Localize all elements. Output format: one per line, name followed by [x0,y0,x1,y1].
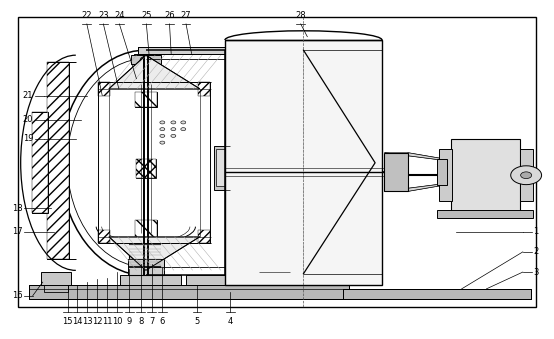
Bar [98,230,110,243]
Circle shape [160,121,165,124]
Text: 28: 28 [295,11,306,20]
Bar [129,244,161,267]
Bar [439,149,452,201]
Text: 21: 21 [23,91,33,100]
Circle shape [171,128,176,131]
Polygon shape [109,237,200,271]
Text: 1: 1 [534,227,538,236]
Text: 18: 18 [12,204,22,213]
Text: 22: 22 [81,11,92,20]
Bar [131,55,161,64]
Text: 20: 20 [23,115,33,124]
Polygon shape [109,55,200,89]
Bar [520,149,534,201]
Bar [135,220,157,238]
Bar [186,275,224,285]
Circle shape [140,57,151,63]
Bar [217,149,226,186]
Bar [343,289,531,299]
Text: 6: 6 [160,317,165,326]
Bar [32,112,48,213]
Bar [259,265,290,279]
Bar [224,40,382,285]
Bar [227,163,258,181]
Bar [18,17,536,307]
Bar [198,230,210,243]
Bar [135,92,157,107]
Bar [41,272,71,285]
Circle shape [181,121,186,124]
Text: 4: 4 [228,317,233,326]
Bar [136,159,156,178]
Text: 13: 13 [82,317,93,326]
Text: 23: 23 [98,11,109,20]
Text: 17: 17 [12,227,22,236]
Bar [128,259,164,275]
Text: 16: 16 [12,291,22,300]
Bar [29,285,348,299]
Text: 27: 27 [181,11,191,20]
Text: 26: 26 [164,11,175,20]
Text: 2: 2 [534,247,538,256]
Text: 11: 11 [102,317,112,326]
Bar [384,153,408,191]
Bar [437,159,447,185]
Circle shape [521,172,532,179]
Text: 24: 24 [114,11,125,20]
Bar [138,47,226,54]
Text: 19: 19 [23,134,33,143]
Bar [136,159,156,178]
Polygon shape [384,153,447,159]
Bar [198,82,210,96]
Circle shape [171,121,176,124]
Bar [214,146,227,190]
Bar [47,62,69,259]
Text: 7: 7 [149,317,155,326]
Polygon shape [384,185,447,191]
Bar [437,210,534,218]
Circle shape [511,166,542,185]
Bar [32,112,48,213]
Bar [98,82,110,96]
Text: 10: 10 [112,317,122,326]
Bar [135,220,157,238]
Circle shape [160,134,165,137]
Text: 3: 3 [534,267,538,277]
Circle shape [171,134,176,137]
Text: 25: 25 [141,11,152,20]
Bar [134,54,158,77]
Bar [47,62,69,259]
Circle shape [160,141,165,144]
Circle shape [181,128,186,131]
Text: 5: 5 [194,317,199,326]
Bar [135,92,157,107]
Circle shape [160,128,165,131]
Bar [343,289,531,299]
Bar [120,275,181,285]
Text: 9: 9 [127,317,132,326]
Text: 15: 15 [62,317,73,326]
Bar [29,285,348,299]
Bar [138,47,226,54]
Text: 14: 14 [72,317,83,326]
Bar [450,139,520,212]
Text: 12: 12 [92,317,102,326]
Text: 8: 8 [138,317,143,326]
Bar [44,285,68,292]
